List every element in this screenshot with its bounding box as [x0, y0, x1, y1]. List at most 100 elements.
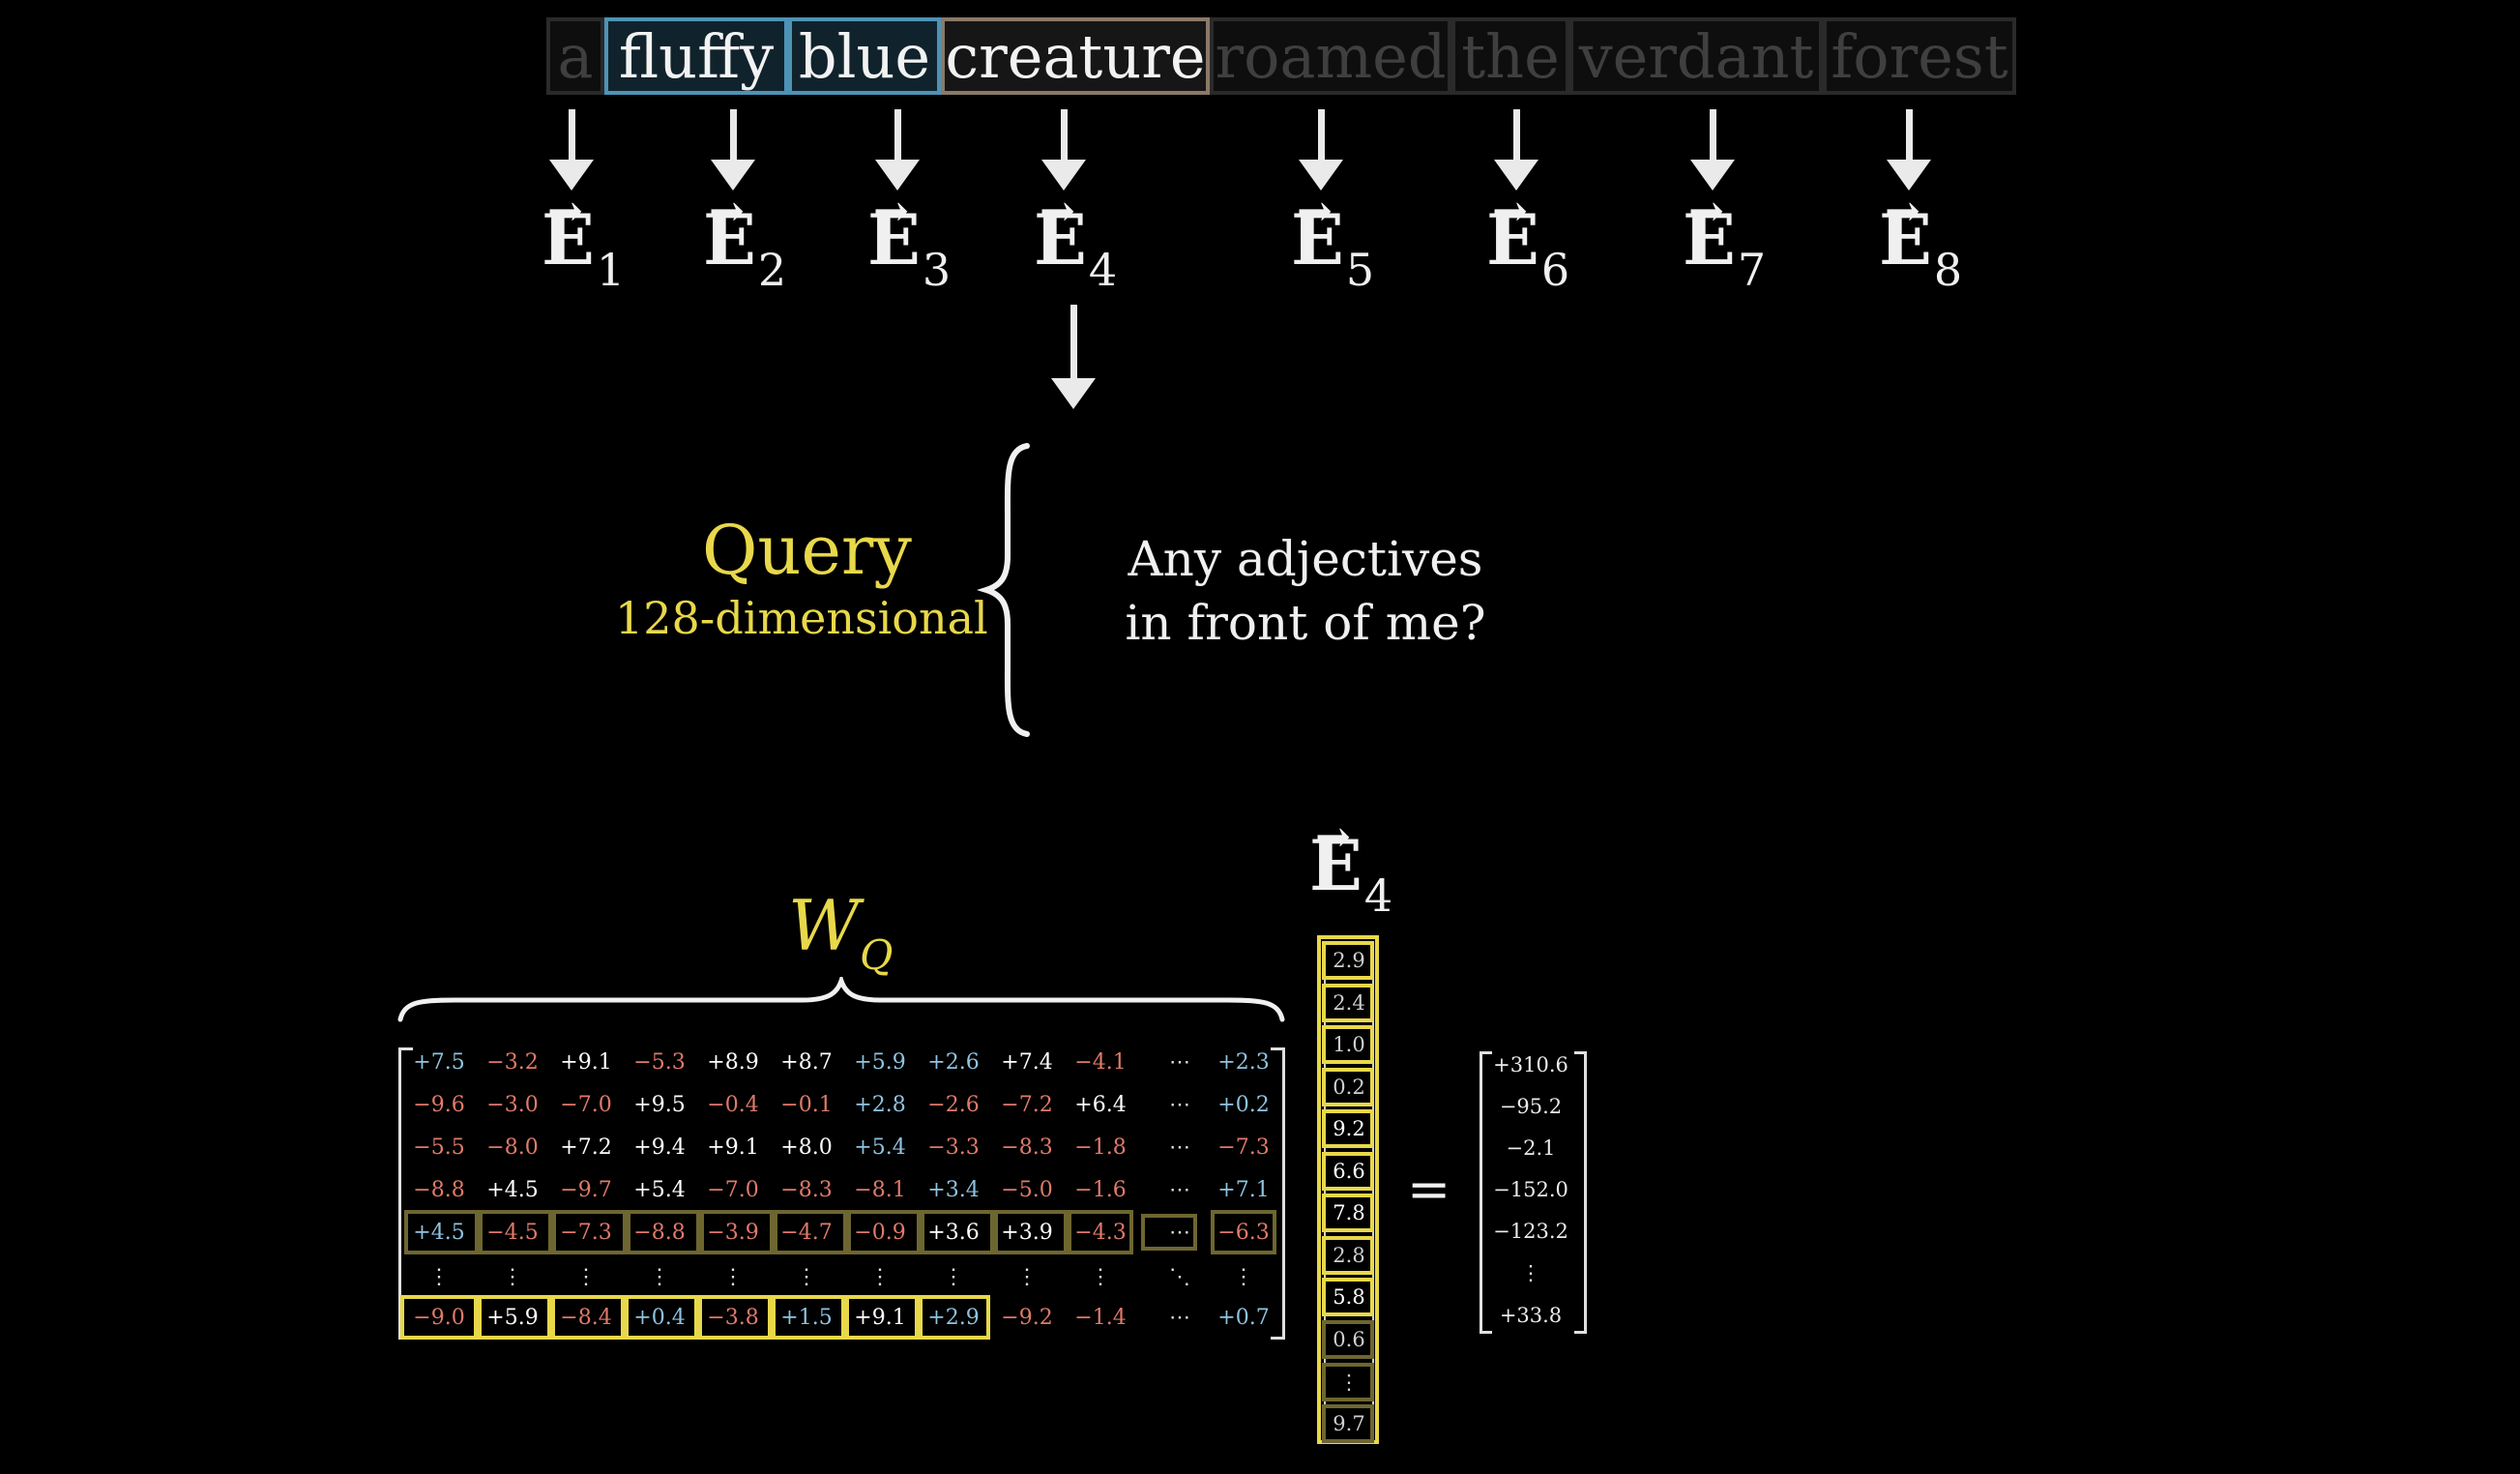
vector-cell-highlight: [1322, 1363, 1374, 1401]
embedding-label-4: → E4: [1034, 187, 1117, 305]
vector-cell-highlight: [1322, 1404, 1374, 1443]
matrix-cell: ⋮: [575, 1264, 597, 1289]
embedding-letter: E: [1683, 198, 1736, 280]
matrix-cell: +9.4: [633, 1135, 686, 1160]
matrix-cell: ⋯: [1169, 1305, 1190, 1330]
result-cell: −2.1: [1506, 1136, 1556, 1160]
matrix-row-highlight: [847, 1210, 921, 1254]
query-question-line-1: Any adjectives: [1128, 531, 1483, 587]
matrix-cell: −5.3: [633, 1049, 686, 1075]
result-right-bracket: [1574, 1051, 1587, 1334]
matrix-cell: +7.2: [560, 1135, 612, 1160]
embedding-letter: E: [1291, 198, 1344, 280]
vector-arrow-icon: →: [1040, 187, 1075, 236]
embedding-letter: E: [1486, 198, 1539, 280]
matrix-row-highlight: [1068, 1210, 1133, 1254]
matrix-cell: −9.2: [1001, 1305, 1053, 1330]
result-cell: +310.6: [1493, 1053, 1568, 1076]
matrix-cell: −4.5: [486, 1220, 539, 1245]
weight-subscript: Q: [860, 931, 894, 979]
matrix-cell: −3.0: [486, 1092, 539, 1117]
embedding-subscript: 1: [596, 244, 626, 296]
arrow-down-icon: [549, 109, 594, 191]
matrix-cell: ⋮: [649, 1264, 670, 1289]
matrix-row-highlight: [1211, 1210, 1276, 1254]
vector-cell: 2.8: [1333, 1244, 1365, 1267]
horizontal-brace-icon: [397, 977, 1285, 1022]
result-left-bracket: [1480, 1051, 1492, 1334]
matrix-row-highlight: [698, 1295, 772, 1340]
vector-cell: 1.0: [1333, 1033, 1365, 1056]
matrix-row-highlight: [479, 1210, 552, 1254]
matrix-cell: +4.5: [413, 1220, 465, 1245]
matrix-cell: +9.5: [633, 1092, 686, 1117]
embedding-letter: E: [703, 198, 756, 280]
embedding-label-6: → E6: [1486, 187, 1569, 305]
matrix-cell: −3.9: [707, 1220, 759, 1245]
vector-arrow-icon: →: [1492, 187, 1528, 236]
vector-cell: 9.2: [1333, 1117, 1365, 1140]
embedding-subscript: 8: [1933, 244, 1963, 296]
embedding-subscript: 5: [1345, 244, 1375, 296]
matrix-cell: ⋯: [1169, 1177, 1190, 1202]
matrix-cell: −2.6: [927, 1092, 980, 1117]
embedding-subscript: 3: [922, 244, 952, 296]
token-forest: forest: [1823, 17, 2016, 95]
vector-cell-highlight: [1322, 941, 1374, 980]
matrix-cell: −8.8: [633, 1220, 686, 1245]
embedding-letter: E: [1034, 198, 1087, 280]
matrix-cell: −4.1: [1074, 1049, 1127, 1075]
matrix-cell: +2.8: [854, 1092, 906, 1117]
vector-arrow-icon: →: [1297, 187, 1333, 236]
matrix-cell: ⋮: [869, 1264, 891, 1289]
arrow-down-icon: [1887, 109, 1931, 191]
token-fluffy: fluffy: [604, 17, 788, 95]
vector-subscript: 4: [1363, 870, 1393, 922]
matrix-cell: ⋱: [1169, 1264, 1190, 1289]
matrix-cell: +2.6: [927, 1049, 980, 1075]
matrix-cell: +8.7: [780, 1049, 833, 1075]
matrix-cell: ⋯: [1169, 1092, 1190, 1117]
vector-cell-highlight: [1322, 1194, 1374, 1232]
matrix-cell: −7.3: [560, 1220, 612, 1245]
matrix-cell: −3.3: [927, 1135, 980, 1160]
result-cell: ⋮: [1520, 1261, 1541, 1284]
vector-cell-highlight: [1322, 1278, 1374, 1316]
matrix-cell: −1.6: [1074, 1177, 1127, 1202]
matrix-cell: +1.5: [780, 1305, 833, 1330]
matrix-cell: +9.1: [560, 1049, 612, 1075]
embedding-letter: E: [1879, 198, 1932, 280]
matrix-cell: −8.1: [854, 1177, 906, 1202]
matrix-cell: +5.9: [486, 1305, 539, 1330]
matrix-cell: +7.1: [1217, 1177, 1270, 1202]
vector-cell-highlight: [1322, 1320, 1374, 1359]
matrix-cell: −7.0: [707, 1177, 759, 1202]
matrix-cell: −8.8: [413, 1177, 465, 1202]
matrix-cell: −4.3: [1074, 1220, 1127, 1245]
vector-arrow-icon: →: [1315, 812, 1351, 862]
matrix-cell: −0.1: [780, 1092, 833, 1117]
matrix-row-highlight: [845, 1295, 919, 1340]
vector-cell: 9.7: [1333, 1412, 1365, 1435]
matrix-cell: ⋮: [796, 1264, 817, 1289]
matrix-cell: −7.2: [1001, 1092, 1053, 1117]
arrow-down-icon: [1051, 305, 1096, 411]
matrix-row-highlight: [919, 1295, 990, 1340]
matrix-cell: −8.4: [560, 1305, 612, 1330]
embedding-letter: E: [542, 198, 595, 280]
matrix-cell: ⋯: [1169, 1049, 1190, 1075]
arrow-down-icon: [1494, 109, 1538, 191]
query-subtitle: 128-dimensional: [615, 592, 988, 644]
matrix-row-highlight: [627, 1210, 700, 1254]
vector-cell: ⋮: [1338, 1371, 1360, 1394]
matrix-cell: +3.9: [1001, 1220, 1053, 1245]
matrix-cell: +3.4: [927, 1177, 980, 1202]
embedding-label-2: → E2: [703, 187, 786, 305]
matrix-cell: ⋮: [428, 1264, 450, 1289]
matrix-row-highlight: [774, 1210, 847, 1254]
matrix-cell: −6.3: [1217, 1220, 1270, 1245]
embedding-label-5: → E5: [1291, 187, 1375, 305]
token-verdant: verdant: [1569, 17, 1823, 95]
vector-cell-highlight: [1322, 984, 1374, 1022]
embedding-label-7: → E7: [1683, 187, 1766, 305]
